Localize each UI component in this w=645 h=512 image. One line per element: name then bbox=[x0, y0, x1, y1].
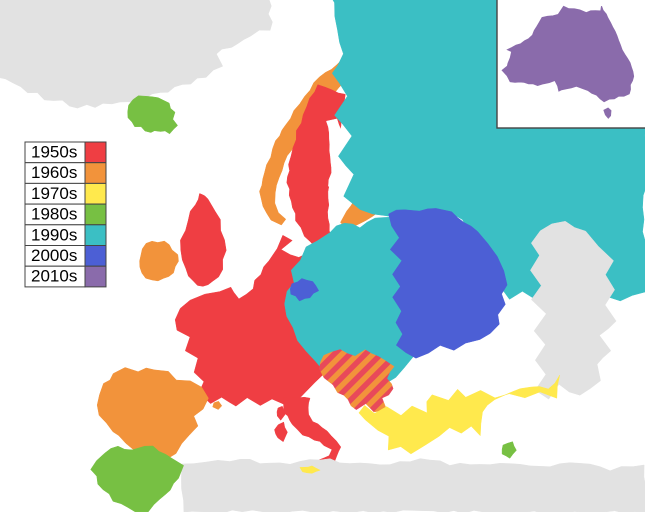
svg-text:2000s: 2000s bbox=[31, 246, 77, 265]
svg-text:1950s: 1950s bbox=[31, 143, 77, 162]
svg-text:1970s: 1970s bbox=[31, 184, 77, 203]
svg-text:1990s: 1990s bbox=[31, 225, 77, 244]
svg-text:1980s: 1980s bbox=[31, 205, 77, 224]
svg-text:1960s: 1960s bbox=[31, 163, 77, 182]
svg-text:2010s: 2010s bbox=[31, 267, 77, 286]
